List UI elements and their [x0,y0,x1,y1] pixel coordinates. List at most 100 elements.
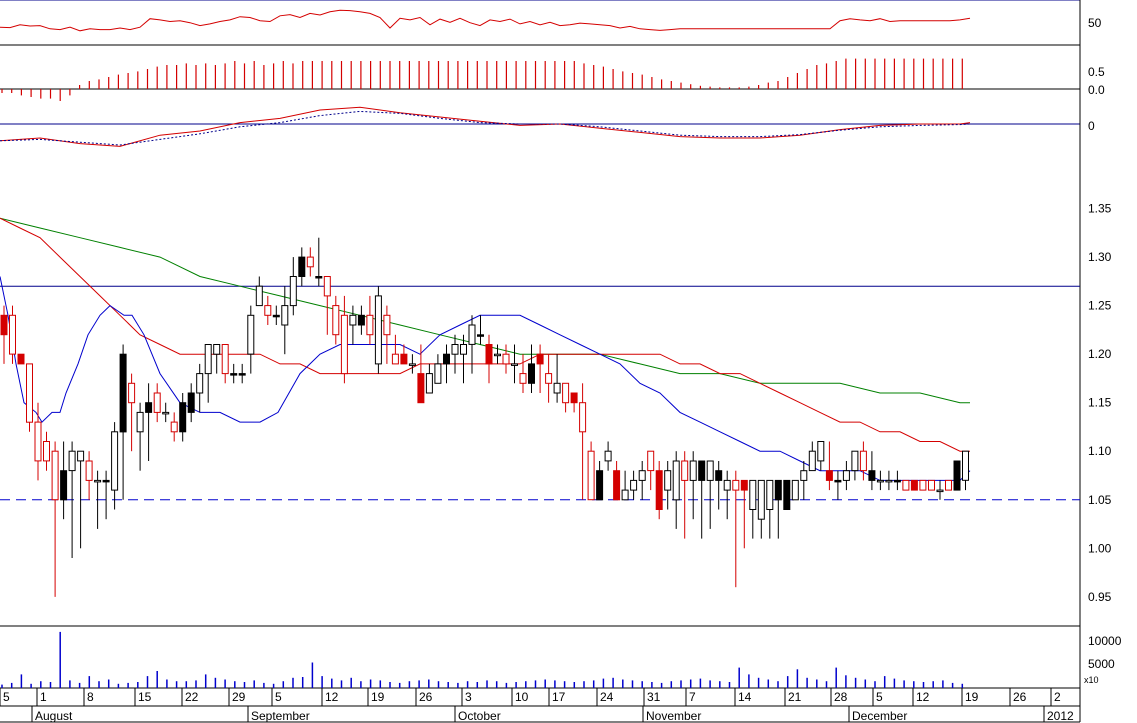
candle-body [655,470,663,511]
candle-body [604,450,612,462]
candle-body [196,373,204,394]
candle-body [825,470,833,481]
candle-body [179,402,187,433]
candle-body [281,305,289,326]
candle-body [579,402,587,433]
candle-body [230,373,238,376]
candle-body [494,353,501,357]
candle-body [817,441,825,462]
candle-body [834,479,842,483]
candle-body [910,479,918,491]
price-tick-label: 0.95 [1088,590,1112,604]
candle-body [791,479,799,501]
candle-body [306,256,314,268]
candle-body [357,314,365,326]
candle-body [17,353,25,365]
momentum-tick-label: 0.0 [1088,83,1105,97]
candle-body [757,479,765,520]
candle-body [26,363,33,423]
candle-body [962,450,969,481]
price-tick-label: 1.05 [1088,493,1112,507]
candle-body [647,450,655,472]
candle-body [774,479,782,501]
candle-body [936,489,944,493]
candle-body [128,382,136,404]
x-tick-label: 7 [689,690,696,704]
candle-body [145,402,153,413]
candle-body [443,353,450,365]
candle-body [298,256,306,278]
candle-body [68,450,76,472]
x-tick-label: 12 [916,690,930,704]
candle-body [34,421,42,462]
candle-body [170,421,178,433]
candle-body [596,470,604,501]
candle-body [902,479,910,491]
candle-body [136,411,144,433]
x-tick-label: 19 [965,690,979,704]
x-tick-label: 28 [834,690,848,704]
candle-body [366,314,374,336]
month-label: September [251,709,310,723]
candle-body [349,314,357,326]
candle-body [9,314,16,355]
macd-signal-line [0,110,971,146]
y-axis-labels: 50 0.5 0.0 0 0.95 1.00 1.05 1.10 1.15 1.20 1.25 1.3… [1084,16,1122,685]
candle-body [485,344,493,365]
candle-body [536,353,544,365]
volume-tick-label: 5000 [1088,657,1115,671]
candle-body [876,479,884,483]
candle-body [238,373,246,376]
candle-body [391,353,399,365]
x-tick-label: 10 [515,690,529,704]
candle-body [885,479,893,483]
x-tick-label: 22 [185,690,199,704]
ma-short-line [0,276,971,481]
volume-multiplier: x10 [1084,675,1099,685]
candle-body [204,344,212,375]
candle-body [800,470,808,481]
candle-body [289,276,297,307]
candle-body [374,295,382,365]
candle-body [672,460,680,501]
x-axis: 5 1 8 15 22 29 5 12 19 26 3 10 17 24 31 7 14 21 28 5 12 19 26 2… [0,688,1074,723]
candle-body [842,470,850,481]
candle-body [893,479,901,483]
candle-body [630,479,638,491]
x-tick-label: 21 [788,690,802,704]
month-label: November [646,709,701,723]
rsi-line [0,9,971,32]
panel-frames [0,0,1081,723]
candle-body [749,479,757,510]
candle-body [153,392,161,413]
x-tick-label: 31 [647,690,661,704]
candle-body [340,314,348,375]
volume-panel [1,631,964,688]
candle-body [562,382,570,404]
price-tick-label: 1.15 [1088,396,1112,410]
candle-body [77,450,85,462]
candle-body [808,450,816,472]
candle-body [425,373,433,394]
candle-body [715,470,723,481]
candle-body [553,382,561,394]
candle-body [255,285,263,307]
candle-body [383,314,391,336]
macd-line [0,106,971,147]
candle-body [783,479,791,510]
candle-body [315,276,323,279]
candle-body [638,470,646,481]
price-tick-label: 1.10 [1088,444,1112,458]
candle-body [94,479,102,483]
x-tick-label: 12 [325,690,339,704]
candle-body [732,479,740,491]
candle-body [111,431,119,491]
x-tick-label: 26 [1013,690,1027,704]
price-tick-label: 1.30 [1088,250,1112,264]
candle-body [408,363,416,366]
x-tick-label: 29 [232,690,246,704]
x-tick-label: 26 [419,690,433,704]
x-tick-label: 8 [87,690,94,704]
candle-body [102,479,110,483]
